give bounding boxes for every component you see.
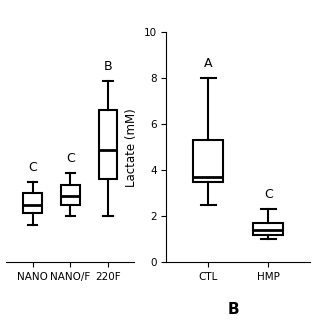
Text: B: B (104, 60, 112, 73)
Text: A: A (204, 57, 213, 70)
PathPatch shape (23, 193, 42, 213)
PathPatch shape (193, 140, 223, 182)
Text: B: B (228, 301, 239, 316)
Text: C: C (264, 188, 273, 201)
Text: C: C (28, 161, 37, 174)
PathPatch shape (253, 223, 284, 235)
PathPatch shape (99, 110, 117, 179)
Y-axis label: Lactate (mM): Lactate (mM) (125, 108, 138, 187)
PathPatch shape (61, 185, 80, 205)
Text: C: C (66, 152, 75, 165)
